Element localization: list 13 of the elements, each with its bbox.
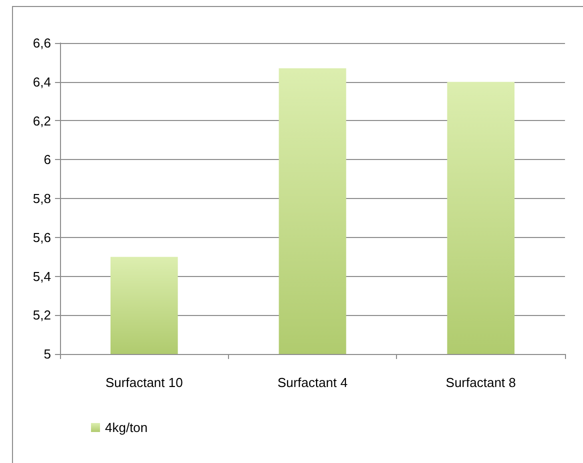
x-tick-label: Surfactant 8 [446, 375, 516, 390]
legend-label: 4kg/ton [105, 420, 148, 435]
y-tick-label: 5,8 [32, 191, 51, 206]
x-tick-label: Surfactant 10 [106, 375, 183, 390]
y-tick-label: 6,4 [32, 74, 51, 90]
x-tick-label: Surfactant 4 [277, 375, 348, 390]
y-tick-label: 5,6 [32, 230, 51, 245]
y-tick-label: 5,4 [32, 268, 51, 284]
y-tick-label: 6,6 [32, 36, 51, 50]
y-tick-label: 6,2 [32, 113, 51, 128]
y-tick-label: 5,2 [32, 308, 51, 323]
y-tick-label: 6 [44, 152, 51, 168]
y-tick-label: 5 [44, 346, 51, 362]
